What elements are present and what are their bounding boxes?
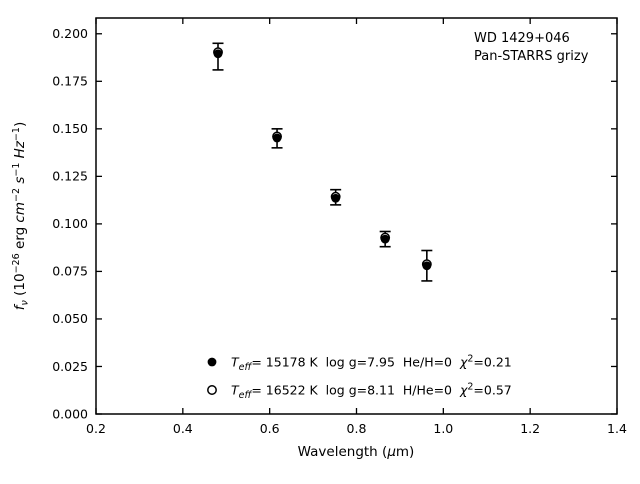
legend-marker-open-circle — [207, 385, 217, 395]
axis-tick-labels: 0.2 0.4 0.6 0.8 1.0 1.2 1.4 0.000 0.025 0.050 0.07… — [52, 26, 627, 436]
legend: Teff= 15178 K log g=7.95 He/H=0 χ2=0.21 T… — [207, 353, 512, 401]
y-tick-label: 0.125 — [52, 169, 88, 184]
legend-entry: Teff= 16522 K log g=8.11 H/He=0 χ2=0.57 — [207, 381, 512, 401]
model-point-filled-circle — [213, 49, 223, 59]
x-tick-label: 0.6 — [260, 421, 280, 436]
legend-entry-text: Teff= 15178 K log g=7.95 He/H=0 χ2=0.21 — [231, 353, 512, 373]
annotation-object-name: WD 1429+046 — [474, 31, 570, 46]
legend-entry-text: Teff= 16522 K log g=8.11 H/He=0 χ2=0.57 — [231, 381, 512, 401]
annotation-survey: Pan-STARRS grizy — [474, 49, 589, 64]
model-point-filled-circle — [272, 133, 282, 143]
x-tick-label: 0.2 — [86, 421, 106, 436]
y-tick-label: 0.200 — [52, 26, 88, 41]
x-tick-label: 0.4 — [173, 421, 193, 436]
model-point-filled-circle — [380, 234, 390, 244]
y-tick-label: 0.100 — [52, 216, 88, 231]
x-tick-label: 1.2 — [520, 421, 540, 436]
data-points — [212, 42, 433, 282]
legend-marker-filled-circle — [207, 357, 217, 367]
y-axis-label: fν (10−26 erg cm−2 s−1 Hz−1) — [11, 122, 31, 310]
x-tick-label: 1.4 — [607, 421, 627, 436]
y-tick-label: 0.025 — [52, 359, 88, 374]
model-point-filled-circle — [422, 261, 432, 271]
legend-entry: Teff= 15178 K log g=7.95 He/H=0 χ2=0.21 — [207, 353, 512, 373]
y-tick-label: 0.000 — [52, 406, 88, 421]
axis-ticks — [95, 18, 618, 415]
y-tick-label: 0.050 — [52, 311, 88, 326]
x-tick-label: 1.0 — [433, 421, 453, 436]
y-tick-label: 0.175 — [52, 74, 88, 89]
y-tick-label: 0.150 — [52, 121, 88, 136]
model-point-filled-circle — [331, 193, 341, 203]
x-axis-label: Wavelength (μm) — [298, 444, 415, 460]
y-tick-label: 0.075 — [52, 264, 88, 279]
x-tick-label: 0.8 — [347, 421, 367, 436]
